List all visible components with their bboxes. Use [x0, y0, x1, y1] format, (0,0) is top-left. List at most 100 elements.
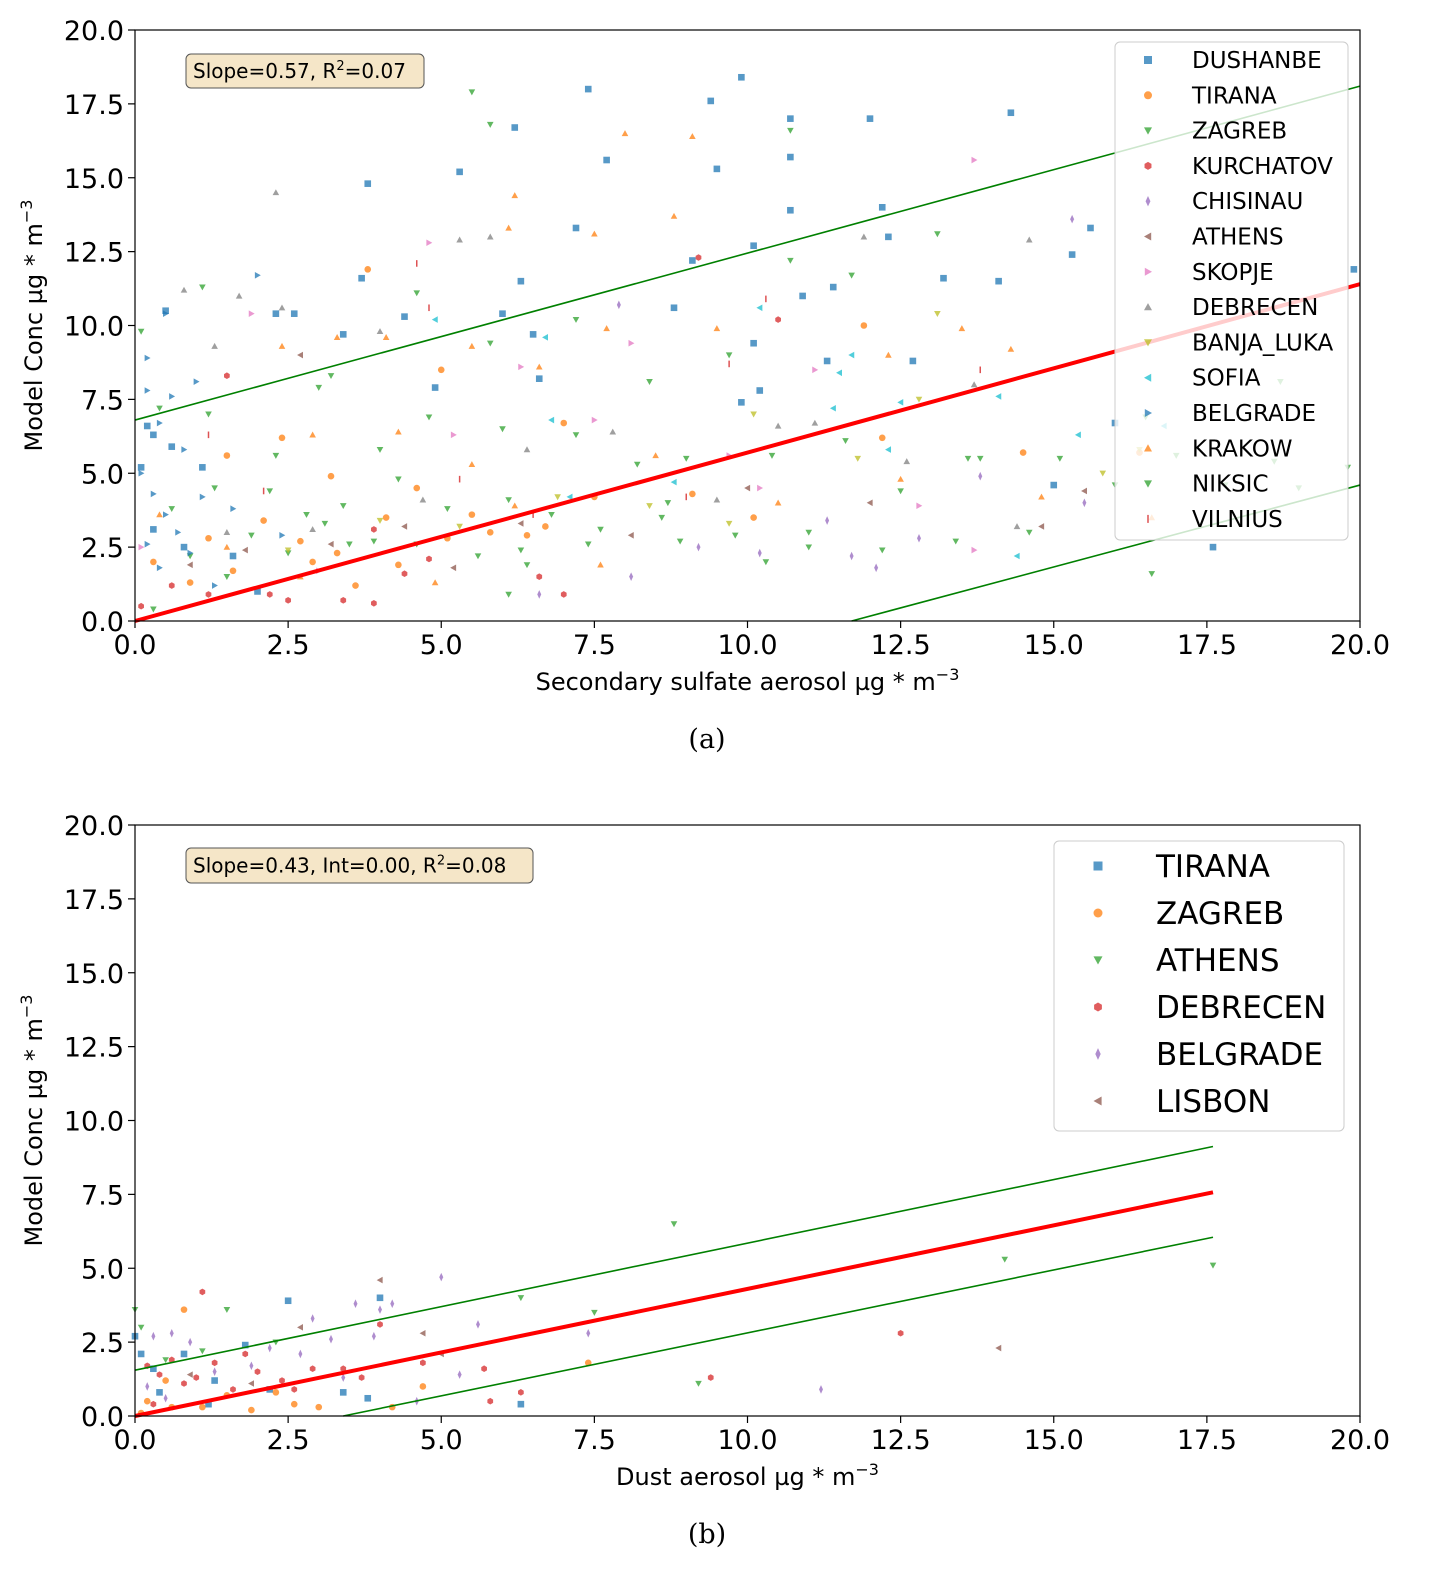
- data-point: [371, 599, 377, 607]
- data-point: [584, 1359, 592, 1367]
- legend-marker-icon: [1144, 444, 1152, 452]
- y-tick-label: 15.0: [64, 164, 124, 195]
- data-point: [156, 405, 163, 412]
- data-point: [162, 1357, 169, 1364]
- data-point: [978, 471, 983, 481]
- data-point: [756, 304, 763, 312]
- data-point: [854, 455, 862, 462]
- legend-marker-icon: [1144, 161, 1152, 170]
- data-point: [757, 484, 764, 492]
- series-athens: [131, 1221, 1217, 1387]
- data-point: [303, 511, 310, 518]
- data-point: [468, 89, 476, 96]
- x-tick-label: 0.0: [114, 1425, 157, 1456]
- data-point: [812, 366, 819, 374]
- data-point: [175, 529, 182, 536]
- data-point: [371, 526, 377, 533]
- scatter-points: [131, 1221, 1217, 1417]
- data-point: [156, 1371, 163, 1378]
- data-point: [223, 452, 231, 459]
- data-point: [309, 1365, 316, 1373]
- data-point: [413, 484, 421, 492]
- data-point: [603, 325, 610, 332]
- data-point: [523, 532, 531, 539]
- legend-item: ZAGREB: [1093, 896, 1284, 932]
- data-point: [934, 311, 941, 317]
- data-point: [658, 514, 666, 521]
- data-point: [597, 561, 604, 568]
- data-point: [137, 328, 145, 335]
- data-point: [829, 404, 836, 412]
- data-point: [591, 1309, 598, 1316]
- regression-line: [134, 1190, 1214, 1418]
- y-tick-label: 17.5: [64, 90, 124, 121]
- data-point: [279, 532, 286, 539]
- y-tick-label: 5.0: [81, 459, 124, 490]
- data-point: [713, 496, 721, 503]
- data-point: [695, 254, 702, 261]
- data-point: [193, 1374, 200, 1381]
- data-point: [689, 257, 696, 264]
- data-point: [137, 464, 145, 471]
- y-tick-label: 15.0: [64, 959, 124, 990]
- data-point: [652, 452, 659, 459]
- data-point: [376, 328, 384, 335]
- data-point: [787, 153, 794, 161]
- data-point: [419, 1383, 427, 1390]
- data-point: [150, 606, 157, 613]
- upper-bound-line: [134, 1145, 1214, 1371]
- data-point: [1087, 224, 1094, 232]
- data-point: [211, 1377, 218, 1384]
- legend-label: KURCHATOV: [1192, 154, 1333, 180]
- x-tick-label: 20.0: [1330, 1425, 1390, 1456]
- data-point: [235, 292, 243, 299]
- x-tick-label: 0.0: [114, 630, 157, 661]
- data-point: [756, 387, 764, 394]
- data-point: [249, 1361, 254, 1371]
- series-belgrade: [138, 271, 286, 589]
- data-point: [156, 564, 163, 572]
- chart-a: 0.0 2.5 5.0 7.5 10.0 12.5 15.0 17.5 20.0 0.0 2.5 5.…: [17, 16, 1390, 755]
- data-point: [762, 559, 770, 566]
- x-tick-label: 17.5: [1177, 630, 1237, 661]
- y-tick-label: 10.0: [64, 312, 124, 343]
- data-point: [940, 274, 947, 282]
- data-point: [874, 563, 879, 573]
- data-point: [476, 1320, 480, 1329]
- series-tirana: [150, 266, 1143, 589]
- y-tick-label: 17.5: [64, 885, 124, 916]
- data-point: [180, 286, 188, 293]
- data-point: [266, 591, 273, 598]
- data-point: [419, 496, 427, 503]
- series-kurchatov: [138, 254, 781, 610]
- data-point: [186, 561, 193, 569]
- data-point: [340, 597, 347, 604]
- x-tick-label: 5.0: [420, 630, 463, 661]
- data-point: [885, 351, 892, 358]
- data-point: [272, 1389, 280, 1396]
- data-point: [897, 1329, 904, 1337]
- data-point: [199, 493, 206, 501]
- data-point: [958, 325, 966, 332]
- data-point: [586, 1328, 591, 1338]
- data-point: [278, 434, 286, 442]
- data-point: [885, 446, 892, 453]
- data-point: [401, 523, 408, 530]
- legend: DUSHANBE TIRANA ZAGREB KURCHATOV CHISINAU ATH…: [1114, 41, 1349, 541]
- series-skopje: [138, 156, 978, 575]
- legend-item: SOFIA: [1144, 366, 1261, 392]
- data-point: [860, 233, 868, 240]
- lower-bound-line: [343, 1236, 1214, 1417]
- annotation-text: Slope=0.43, Int=0.00, R2=0.08: [193, 854, 506, 878]
- data-point: [211, 1359, 218, 1367]
- data-point: [1209, 543, 1217, 551]
- data-point: [603, 156, 610, 164]
- data-point: [517, 520, 524, 527]
- data-point: [511, 192, 519, 199]
- data-point: [486, 121, 494, 128]
- legend-item: ATHENS: [1144, 225, 1284, 251]
- x-tick-label: 7.5: [573, 630, 616, 661]
- data-point: [137, 1350, 145, 1358]
- legend-item: DEBRECEN: [1094, 990, 1326, 1026]
- x-tick-label: 15.0: [1024, 1425, 1084, 1456]
